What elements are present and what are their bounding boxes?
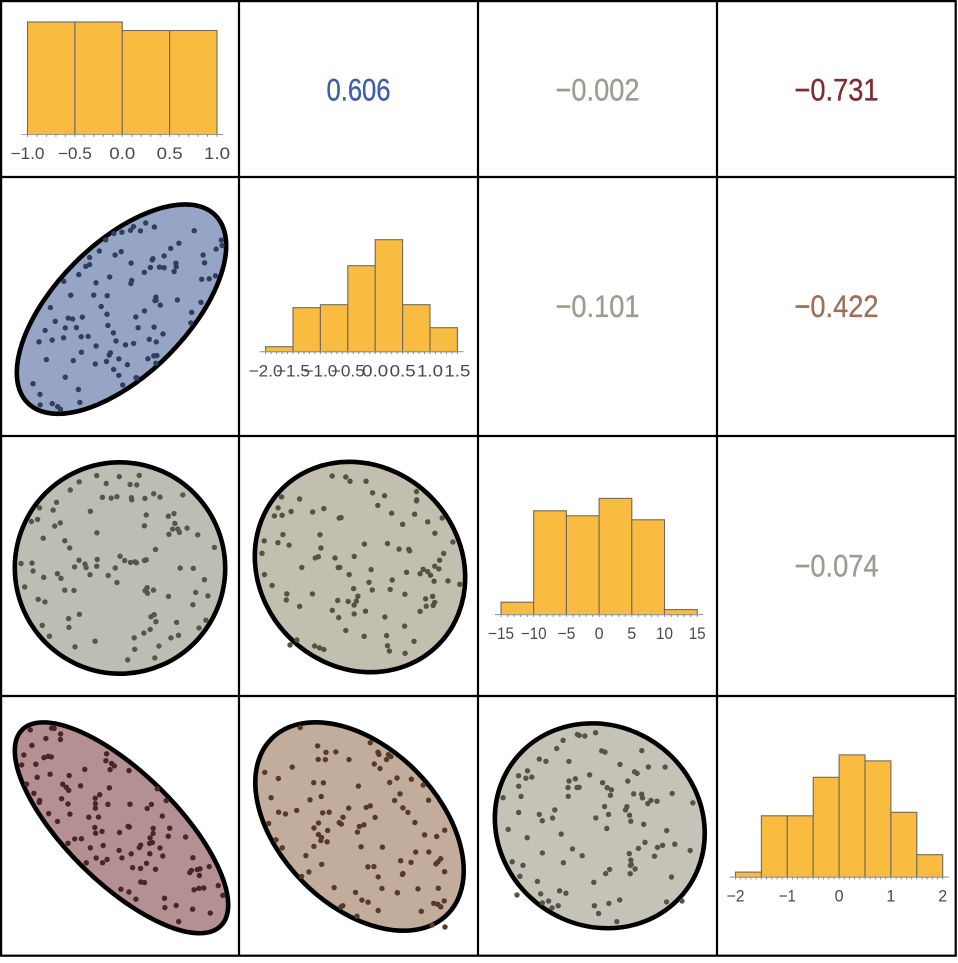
svg-text:−1.0: −1.0 (303, 362, 337, 380)
svg-text:1.0: 1.0 (417, 362, 443, 380)
svg-text:0.0: 0.0 (362, 362, 388, 380)
svg-text:−0.731: −0.731 (795, 72, 879, 108)
svg-text:10: 10 (656, 625, 673, 643)
svg-text:0: 0 (835, 888, 844, 906)
svg-text:−0.422: −0.422 (795, 288, 879, 324)
svg-text:−0.101: −0.101 (556, 288, 640, 324)
svg-text:−0.002: −0.002 (556, 72, 640, 108)
svg-text:0.606: 0.606 (327, 72, 391, 108)
svg-text:−10: −10 (521, 625, 547, 643)
svg-text:2: 2 (938, 888, 947, 906)
svg-text:0.5: 0.5 (390, 362, 416, 380)
svg-text:−2: −2 (727, 888, 745, 906)
svg-text:0.5: 0.5 (157, 145, 183, 163)
svg-text:15: 15 (689, 625, 706, 643)
svg-text:−1.0: −1.0 (11, 145, 45, 163)
svg-text:0: 0 (595, 625, 604, 643)
svg-text:0.0: 0.0 (109, 145, 135, 163)
svg-text:−0.5: −0.5 (58, 145, 92, 163)
svg-text:−1.5: −1.5 (276, 362, 310, 380)
svg-text:1.0: 1.0 (204, 145, 230, 163)
svg-text:−0.5: −0.5 (331, 362, 365, 380)
svg-text:−0.074: −0.074 (795, 548, 879, 584)
svg-text:1: 1 (886, 888, 895, 906)
svg-text:−2.0: −2.0 (249, 362, 283, 380)
svg-text:5: 5 (627, 625, 636, 643)
svg-text:−1: −1 (779, 888, 796, 906)
svg-text:1.5: 1.5 (444, 362, 470, 380)
svg-text:−15: −15 (488, 625, 514, 643)
svg-text:−5: −5 (557, 625, 575, 643)
